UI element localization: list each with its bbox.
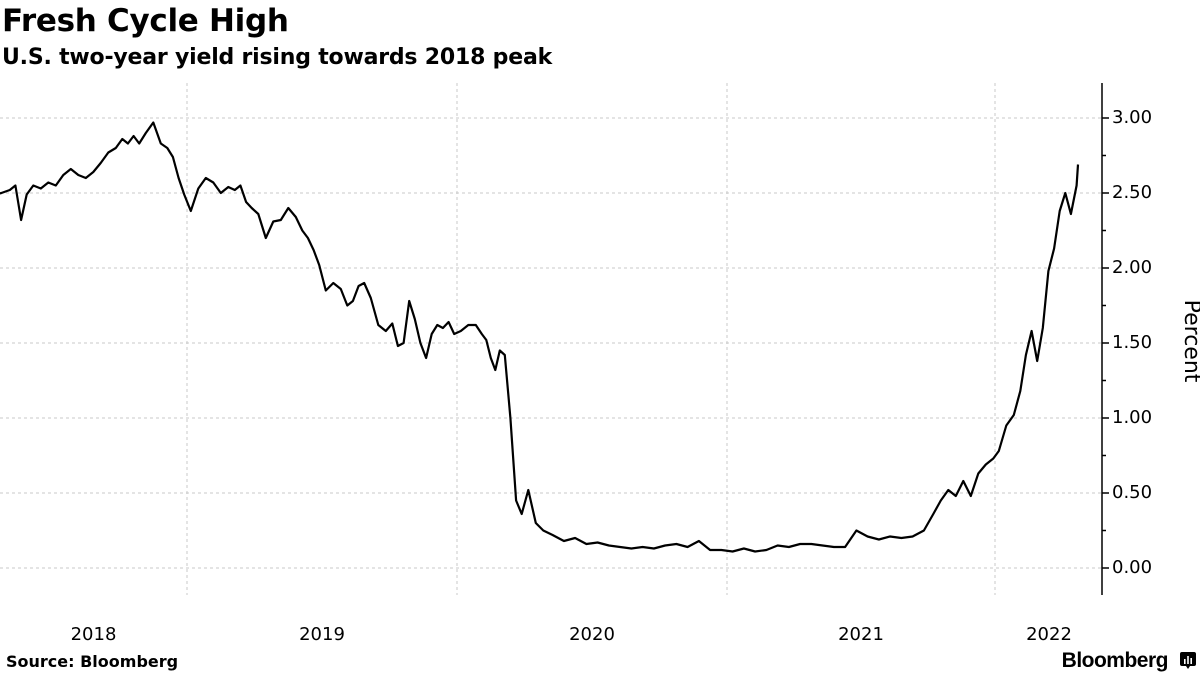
y-tick-label: 0.50 bbox=[1112, 482, 1153, 503]
chart-title: Fresh Cycle High bbox=[2, 3, 289, 39]
y-tick-label: 1.00 bbox=[1112, 407, 1153, 428]
y-tick-label: 2.50 bbox=[1112, 182, 1153, 203]
y-tick-label: 1.50 bbox=[1112, 332, 1153, 353]
source-note: Source: Bloomberg bbox=[6, 652, 179, 671]
brand-wordmark: Bloomberg bbox=[1061, 649, 1169, 672]
y-axis-ticks bbox=[1102, 117, 1109, 569]
chart-subtitle: U.S. two-year yield rising towards 2018 … bbox=[2, 45, 553, 70]
x-tick-label: 2018 bbox=[70, 624, 117, 645]
x-tick-label: 2019 bbox=[299, 624, 345, 645]
vertical-gridlines bbox=[186, 83, 996, 595]
horizontal-gridlines bbox=[0, 117, 1102, 569]
yield-line bbox=[0, 121, 1080, 553]
bloomberg-chart-icon bbox=[1180, 652, 1196, 669]
y-tick-label: 3.00 bbox=[1112, 107, 1153, 128]
y-tick-label: 2.00 bbox=[1112, 257, 1153, 278]
y-tick-label: 0.00 bbox=[1112, 557, 1153, 578]
y-axis-title: Percent bbox=[1179, 299, 1200, 383]
x-tick-label: 2020 bbox=[569, 624, 615, 645]
x-tick-label: 2021 bbox=[838, 624, 884, 645]
x-tick-label: 2022 bbox=[1026, 624, 1072, 645]
